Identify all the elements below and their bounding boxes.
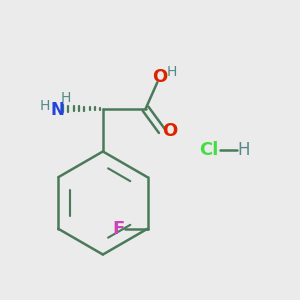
Text: N: N [51,101,65,119]
Text: O: O [152,68,167,86]
Text: H: H [60,91,71,105]
Text: F: F [113,220,125,238]
Text: H: H [40,99,50,113]
Text: H: H [237,141,250,159]
Text: H: H [166,65,177,79]
Text: O: O [162,122,178,140]
Text: Cl: Cl [199,141,219,159]
